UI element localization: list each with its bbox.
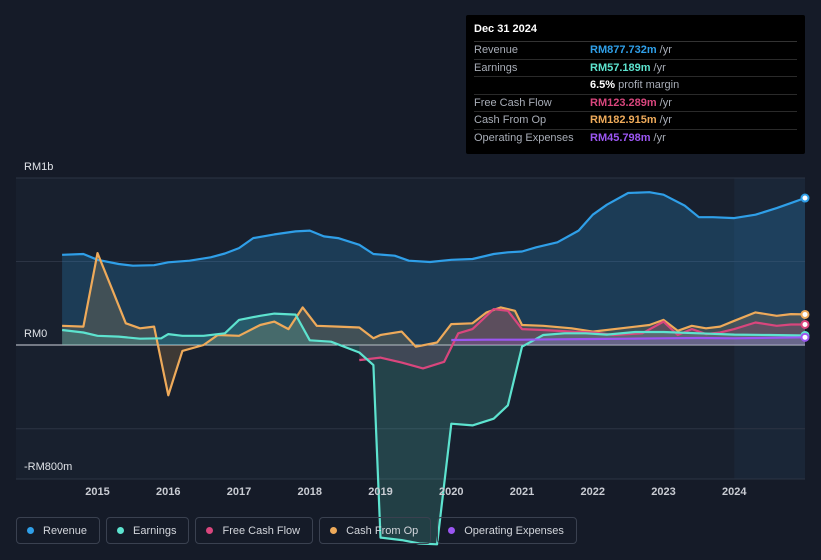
legend-dot-icon bbox=[448, 527, 456, 534]
area-cash-from-op bbox=[62, 253, 806, 396]
tooltip-rows: Revenue RM877.732m/yr Earnings RM57.189m/yr… bbox=[474, 42, 797, 146]
tooltip-row: 6.5% profit margin bbox=[474, 77, 797, 95]
x-axis-tick-labels: 2015 2016 2017 2018 2019 2020 2021 2022 2023 2024 bbox=[85, 486, 747, 498]
tooltip-row-value: RM57.189m bbox=[590, 61, 651, 74]
legend-item-operating-expenses[interactable]: Operating Expenses bbox=[437, 517, 577, 544]
tooltip-row-label: Cash From Op bbox=[474, 114, 547, 127]
legend-item-revenue[interactable]: Revenue bbox=[16, 517, 101, 544]
line-revenue bbox=[62, 191, 806, 267]
x-axis-tick-label: 2020 bbox=[439, 486, 463, 498]
tooltip-row-unit: profit margin bbox=[618, 79, 680, 92]
legend-label: Free Cash Flow bbox=[222, 524, 301, 537]
y-axis-label: RM0 bbox=[24, 328, 47, 340]
x-axis-tick-label: 2024 bbox=[722, 486, 747, 498]
line-operating-expenses bbox=[451, 336, 806, 342]
y-axis-label: RM1b bbox=[24, 161, 53, 173]
tooltip-row-unit: /yr bbox=[653, 131, 666, 144]
x-axis-tick-label: 2021 bbox=[510, 486, 534, 498]
series-end-markers bbox=[800, 193, 810, 342]
legend-item-free-cash-flow[interactable]: Free Cash Flow bbox=[195, 517, 314, 544]
area-revenue bbox=[62, 192, 806, 345]
tooltip-row: Operating Expenses RM45.798m/yr bbox=[474, 130, 797, 147]
tooltip-row-value: RM182.915m bbox=[590, 114, 657, 127]
tooltip-row-label: Operating Expenses bbox=[474, 131, 574, 144]
end-marker-revenue bbox=[800, 193, 810, 203]
tooltip-row-value: RM877.732m bbox=[590, 44, 657, 57]
line-cash-from-op bbox=[62, 252, 806, 397]
x-axis-tick-label: 2018 bbox=[298, 486, 322, 498]
tooltip-row: Revenue RM877.732m/yr bbox=[474, 42, 797, 60]
legend-label: Revenue bbox=[43, 524, 88, 537]
series-lines bbox=[61, 191, 806, 546]
tooltip-row: Earnings RM57.189m/yr bbox=[474, 60, 797, 77]
legend-item-earnings[interactable]: Earnings bbox=[106, 517, 190, 544]
legend-label: Operating Expenses bbox=[464, 524, 564, 537]
line-earnings bbox=[61, 312, 806, 546]
tooltip-row-label: Earnings bbox=[474, 61, 518, 74]
tooltip-row-unit: /yr bbox=[659, 96, 672, 109]
x-axis-tick-label: 2015 bbox=[85, 486, 109, 498]
legend-dot-icon bbox=[206, 527, 214, 534]
legend-dot-icon bbox=[27, 527, 34, 534]
legend-item-cash-from-op[interactable]: Cash From Op bbox=[319, 517, 432, 544]
end-marker-free-cash-flow bbox=[800, 319, 810, 329]
tooltip-panel: Dec 31 2024 Revenue RM877.732m/yr Earnings… bbox=[466, 15, 805, 154]
x-axis-tick-label: 2016 bbox=[156, 486, 180, 498]
legend-label: Cash From Op bbox=[346, 524, 419, 537]
area-earnings bbox=[62, 313, 806, 545]
end-marker-operating-expenses bbox=[800, 332, 810, 342]
line-free-cash-flow bbox=[359, 308, 805, 370]
legend-dot-icon bbox=[330, 527, 338, 534]
tooltip-date: Dec 31 2024 bbox=[474, 23, 797, 42]
tooltip-row-label: Revenue bbox=[474, 44, 519, 57]
end-marker-cash-from-op bbox=[800, 309, 810, 319]
grid-lines bbox=[16, 177, 805, 480]
tooltip-row-unit: /yr bbox=[653, 61, 666, 74]
legend-label: Earnings bbox=[133, 524, 177, 537]
tooltip-row-label: Free Cash Flow bbox=[474, 96, 552, 109]
y-axis-label: -RM800m bbox=[24, 461, 72, 473]
tooltip-row: Free Cash Flow RM123.289m/yr bbox=[474, 95, 797, 112]
tooltip-row-value: 6.5% bbox=[590, 79, 616, 92]
legend-dot-icon bbox=[117, 527, 125, 534]
tooltip-row: Cash From Op RM182.915m/yr bbox=[474, 112, 797, 130]
x-axis-tick-label: 2017 bbox=[227, 486, 251, 498]
tooltip-row-unit: /yr bbox=[659, 44, 672, 57]
legend: Revenue Earnings Free Cash Flow Cash From O… bbox=[16, 517, 577, 544]
x-axis-tick-label: 2023 bbox=[651, 486, 675, 498]
x-axis-tick-label: 2022 bbox=[581, 486, 605, 498]
x-axis-tick-label: 2019 bbox=[368, 486, 392, 498]
tooltip-row-value: RM123.289m bbox=[590, 96, 657, 109]
y-axis-labels: RM1b RM0 -RM800m bbox=[24, 161, 72, 473]
tooltip-row-unit: /yr bbox=[659, 114, 672, 127]
tooltip-row-value: RM45.798m bbox=[590, 131, 651, 144]
